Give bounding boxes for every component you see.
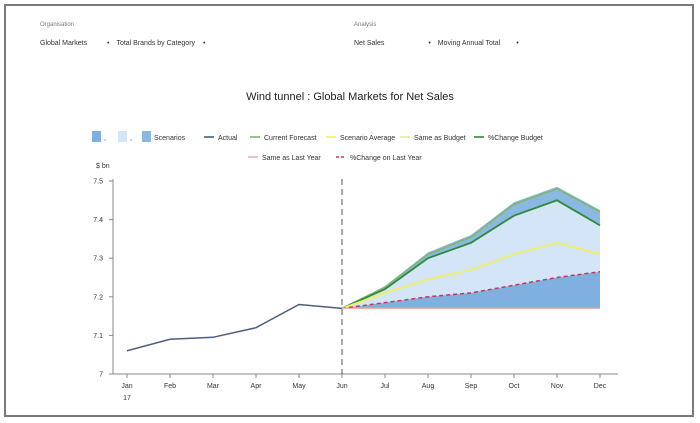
y-tick-label: 7.4 xyxy=(93,217,103,224)
y-tick-label: 7.3 xyxy=(93,256,103,263)
series-line xyxy=(126,303,343,352)
y-tick-label: 7.2 xyxy=(93,294,103,301)
period-dropdown-icon[interactable]: • xyxy=(516,40,519,47)
x-year-label: 17 xyxy=(123,395,131,402)
organisation-dropdown-icon[interactable]: • xyxy=(107,40,110,47)
period-value: Moving Annual Total xyxy=(437,40,501,47)
x-tick-label: Dec xyxy=(594,383,607,390)
legend-swatch xyxy=(118,131,127,142)
category-value: Total Brands by Category xyxy=(116,40,196,47)
legend-label: %Change on Last Year xyxy=(350,155,422,162)
analysis-filter-group: Analysis Net Sales • Moving Annual Total… xyxy=(354,22,524,47)
period-select[interactable]: Moving Annual Total • xyxy=(438,40,524,47)
category-select[interactable]: Total Brands by Category • xyxy=(116,40,210,47)
x-tick-label: Sep xyxy=(465,383,478,390)
series-line xyxy=(341,187,601,310)
analysis-label: Analysis xyxy=(354,22,377,28)
wind-tunnel-chart: Wind tunnel : Global Markets for Net Sal… xyxy=(92,91,618,402)
legend-label: Current Forecast xyxy=(264,135,317,142)
x-tick-label: Apr xyxy=(251,383,263,390)
legend-label: Scenario Average xyxy=(340,135,395,142)
organisation-filter-group: Organisation Global Markets • Total Bran… xyxy=(40,22,210,47)
x-tick-label: Feb xyxy=(164,383,176,390)
organisation-select[interactable]: Global Markets • xyxy=(40,40,114,47)
organisation-value: Global Markets xyxy=(40,40,88,47)
y-tick-label: 7.1 xyxy=(93,333,103,340)
scenario-band xyxy=(342,200,600,309)
x-tick-label: Jan xyxy=(121,383,132,390)
legend-label: %Change Budget xyxy=(488,135,543,142)
category-dropdown-icon[interactable]: • xyxy=(203,40,206,47)
x-tick-label: Jul xyxy=(381,383,390,390)
legend-label: , xyxy=(130,135,132,142)
y-axis-label: $ bn xyxy=(96,163,110,170)
legend-label: Actual xyxy=(218,135,238,142)
series-line xyxy=(341,241,601,310)
organisation-label: Organisation xyxy=(40,22,75,28)
measure-value: Net Sales xyxy=(354,40,385,47)
legend-label: Scenarios xyxy=(154,135,186,142)
filter-bar: Organisation Global Markets • Total Bran… xyxy=(6,22,692,62)
y-tick-label: 7 xyxy=(99,372,103,379)
chart-title: Wind tunnel : Global Markets for Net Sal… xyxy=(246,91,454,103)
x-tick-label: Nov xyxy=(551,383,564,390)
x-tick-label: Oct xyxy=(509,383,520,390)
legend-swatch xyxy=(142,131,151,142)
plot-area: 7 7.1 7.2 7.3 7.4 7.5 Jan Feb Mar Apr May Jun Jul Aug… xyxy=(93,179,618,402)
chart-container: Wind tunnel : Global Markets for Net Sal… xyxy=(6,86,696,416)
measure-dropdown-icon[interactable]: • xyxy=(428,40,431,47)
series-line xyxy=(341,199,601,310)
legend-label: , xyxy=(104,135,106,142)
legend-label: Same as Last Year xyxy=(262,155,321,162)
legend-label: Same as Budget xyxy=(414,135,466,142)
legend-swatch xyxy=(92,131,101,142)
x-tick-label: Jun xyxy=(336,383,347,390)
y-tick-label: 7.5 xyxy=(93,179,103,186)
x-tick-label: May xyxy=(292,383,306,390)
series-line xyxy=(341,270,601,310)
measure-select[interactable]: Net Sales • xyxy=(354,40,436,47)
chart-legend: ,, Scenarios Actual Current Forecast Scenari… xyxy=(92,131,543,162)
scenario-band xyxy=(342,271,600,309)
x-tick-label: Aug xyxy=(422,383,435,390)
x-tick-label: Mar xyxy=(207,383,220,390)
report-frame: Organisation Global Markets • Total Bran… xyxy=(4,4,694,417)
